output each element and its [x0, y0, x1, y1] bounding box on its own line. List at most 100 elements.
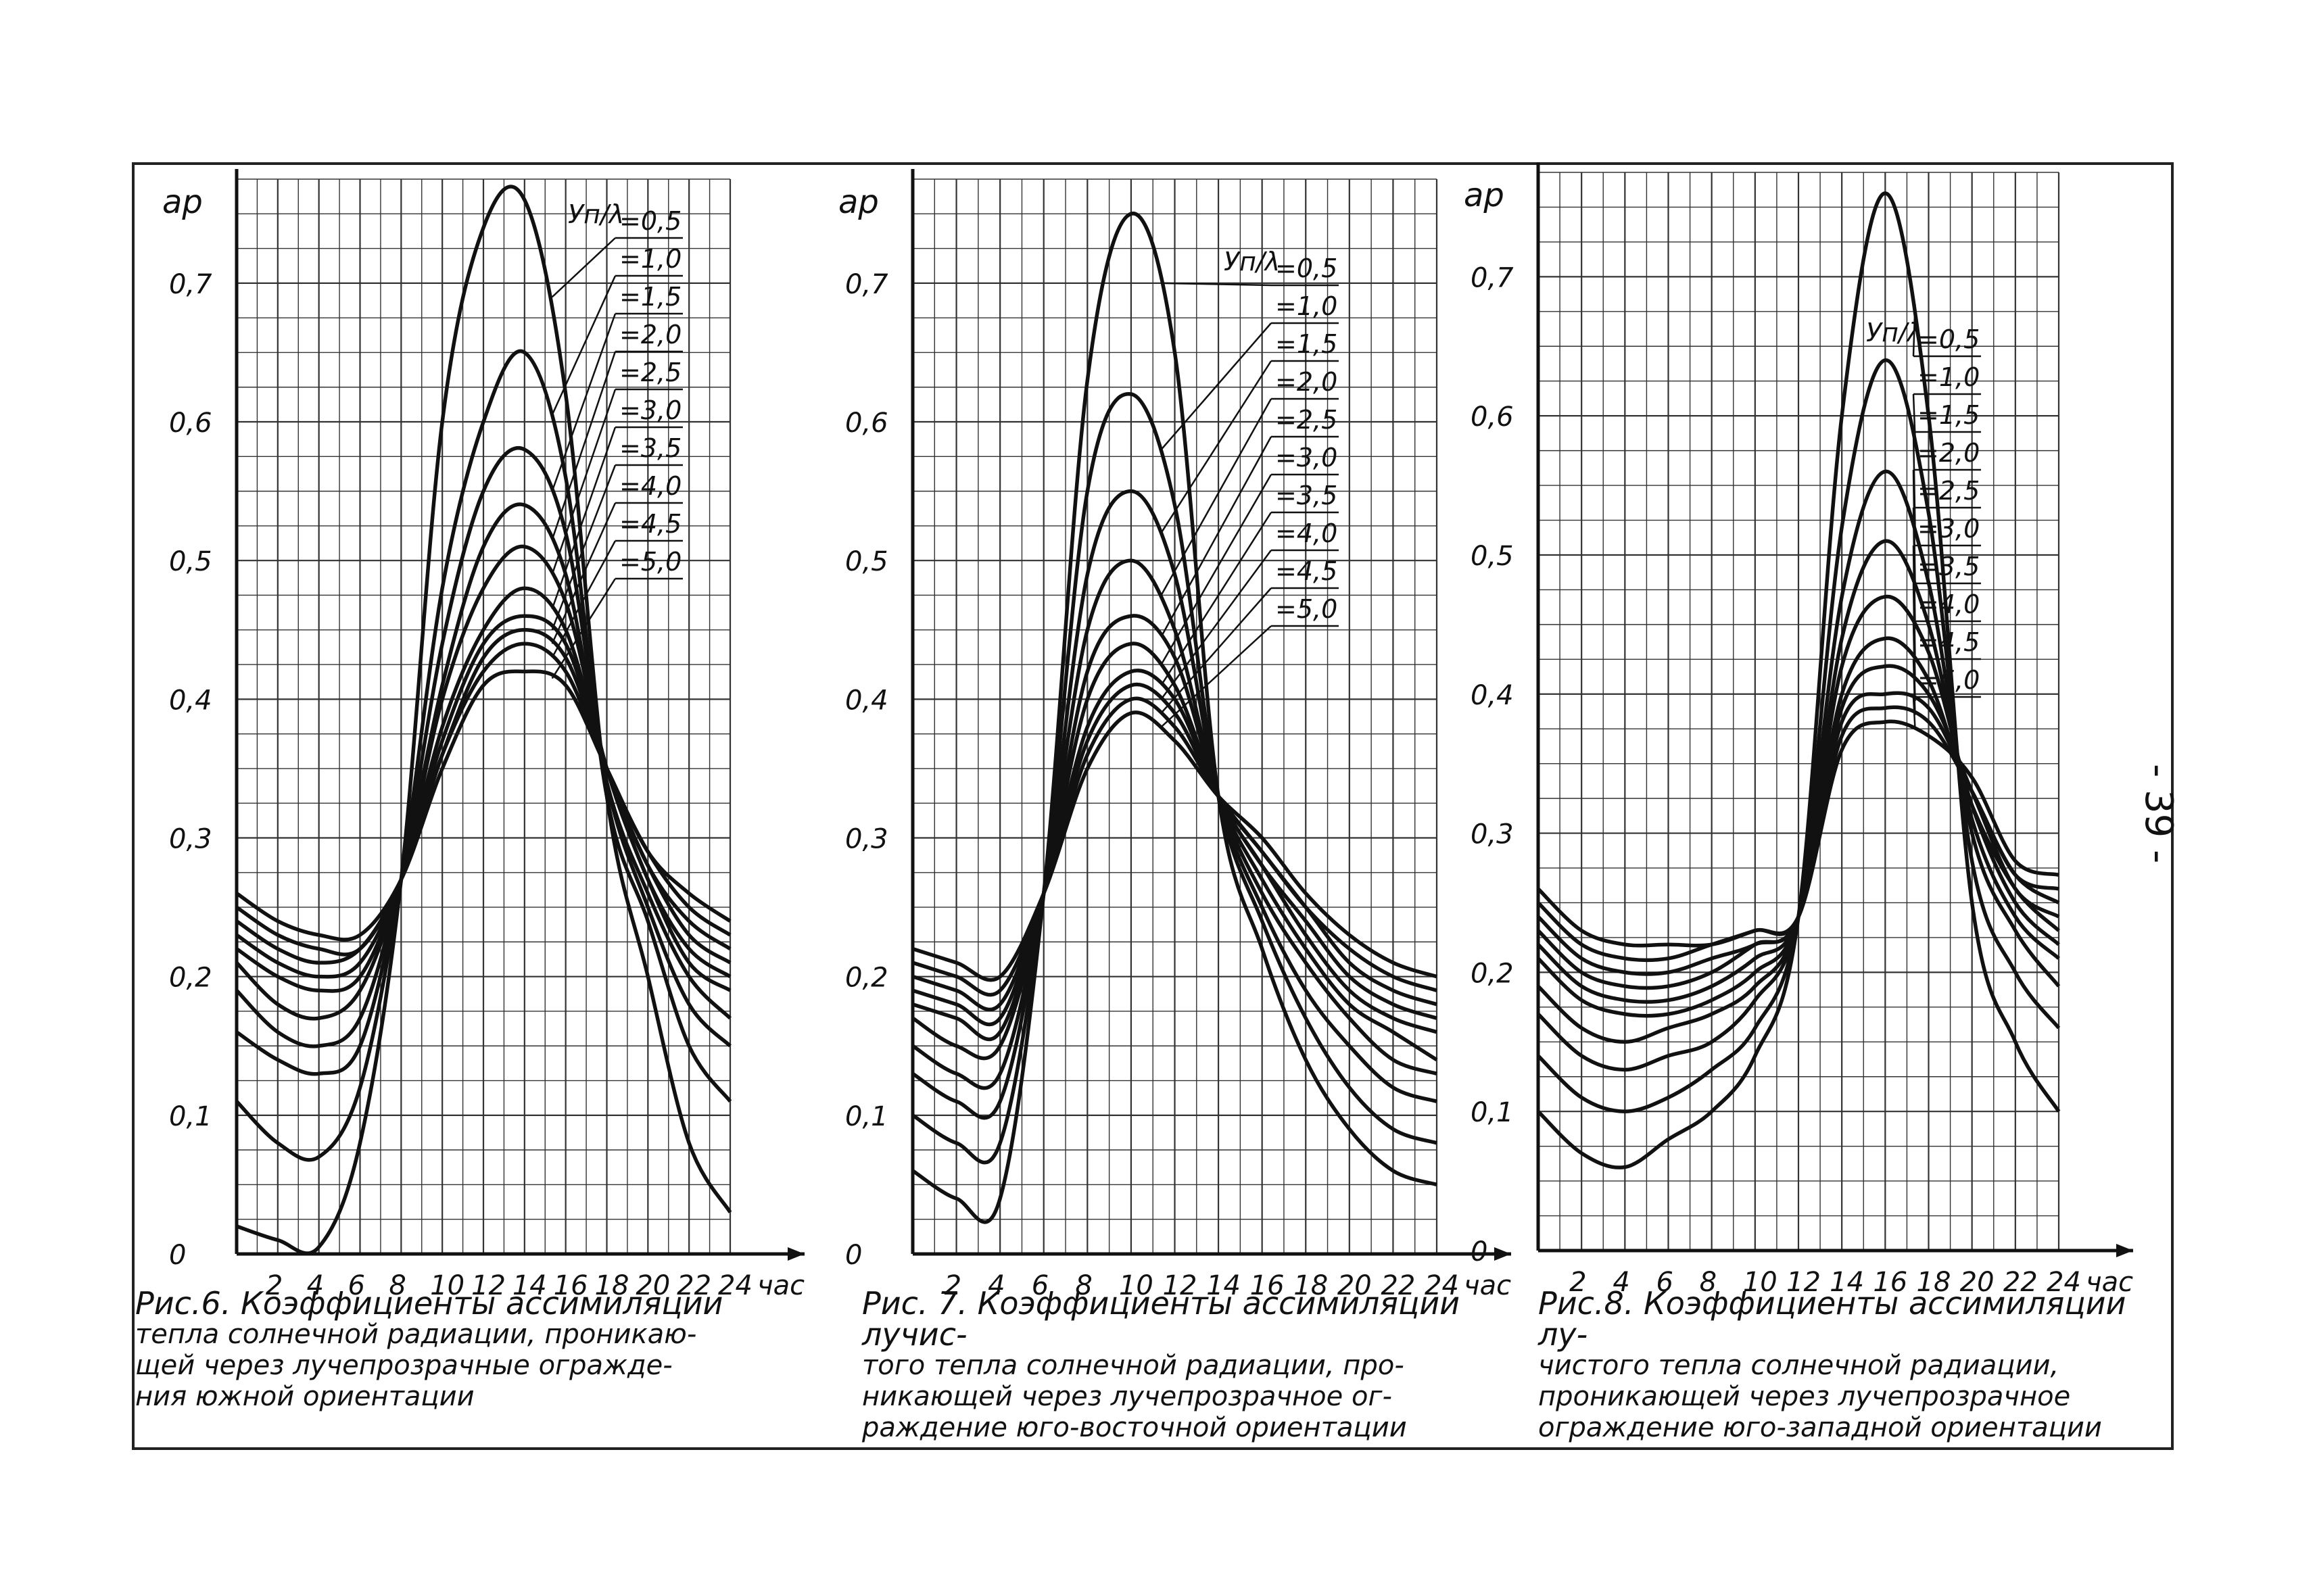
chart8-x-tick-label: 18 — [1917, 1267, 1951, 1298]
chart8-legend-label: =4,5 — [1917, 627, 1980, 657]
chart8-legend-label: =2,0 — [1917, 438, 1980, 468]
caption-fig8-line1: чистого тепла солнечной радиации, — [1538, 1350, 2059, 1381]
chart8-legend-label: =0,5 — [1917, 324, 1980, 354]
chart8-x-tick-label: 20 — [1960, 1267, 1995, 1298]
chart6-legend-label: =4,0 — [619, 471, 682, 501]
chart7-legend-label: =1,0 — [1275, 291, 1337, 321]
caption-fig6: Рис.6. Коэффициенты ассимиляции тепла со… — [135, 1288, 811, 1412]
caption-fig8: Рис.8. Коэффициенты ассимиляции лу- чист… — [1538, 1288, 2160, 1443]
chart8-legend-label: =2,5 — [1917, 476, 1980, 506]
chart6-legend-leader — [551, 502, 617, 644]
chart6-legend-leader — [551, 237, 616, 298]
chart8-legend-label: =3,5 — [1917, 552, 1980, 581]
chart7-legend-label: =4,5 — [1275, 556, 1337, 586]
chart7-legend-leader — [1160, 322, 1272, 450]
chart6-legend-label: =2,5 — [619, 358, 682, 387]
chart6-legend-label: =2,0 — [619, 320, 682, 349]
chart6-series-line — [235, 669, 732, 942]
chart8-legend-label: =3,0 — [1917, 514, 1980, 543]
chart8-x-tick-label: 6 — [1656, 1267, 1673, 1298]
chart7-x-tick-label: 2 — [945, 1270, 961, 1301]
chart7-legend-leader — [1160, 474, 1272, 665]
chart7-legend-leader — [1160, 512, 1272, 686]
caption-fig6-title: Рис.6. Коэффициенты ассимиляции — [135, 1285, 723, 1322]
chart6-y-tick-label: 0,2 — [169, 963, 212, 994]
chart7-x-tick-label: 6 — [1032, 1270, 1049, 1301]
chart7-x-unit-label: час — [1464, 1270, 1511, 1301]
chart8-x-tick-label: 16 — [1873, 1267, 1907, 1298]
chart7-x-tick-label: 14 — [1206, 1270, 1241, 1301]
chart6-legend-leader — [551, 578, 617, 679]
chart6-y-axis-label: ар — [162, 183, 203, 221]
chart8-x-tick-label: 8 — [1700, 1267, 1717, 1298]
chart6-y-tick-label: 0,7 — [169, 269, 212, 300]
chart7-series-line — [912, 696, 1437, 997]
chart7-x-tick-label: 24 — [1425, 1270, 1459, 1301]
chart8-series-line — [1537, 539, 2060, 1044]
caption-fig8-line2: проникающей через лучепрозрачное — [1538, 1381, 2071, 1412]
chart6-series-line — [235, 446, 732, 1076]
chart7-y-tick-label: 0,2 — [845, 963, 888, 994]
chart6-series-line — [236, 185, 732, 1255]
caption-fig6-line3: ния южной ориентации — [135, 1381, 475, 1412]
chart6-legend-leader — [551, 313, 617, 492]
chart7-legend-label: =3,5 — [1275, 481, 1337, 510]
chart8-y-tick-label: 0 — [1471, 1236, 1487, 1267]
chart6-legend-leader — [551, 464, 617, 631]
chart8-legend-label: =5,0 — [1917, 665, 1980, 695]
chart7-x-tick-label: 8 — [1075, 1270, 1092, 1301]
chart6-legend-label: =3,0 — [619, 395, 682, 425]
chart8-y-tick-label: 0,7 — [1471, 262, 1514, 293]
chart7-legend-leader — [1160, 625, 1272, 728]
chart8-y-axis-label: ар — [1464, 176, 1504, 214]
chart6-series-line — [235, 628, 732, 965]
chart8-series-line — [1537, 719, 2059, 948]
chart7-x-tick-label: 20 — [1337, 1270, 1372, 1301]
chart6-x-tick-label: 18 — [595, 1270, 629, 1301]
chart8-y-tick-label: 0,1 — [1471, 1097, 1514, 1128]
chart6-x-tick-label: 20 — [636, 1270, 670, 1301]
chart7-legend-leader — [1160, 436, 1272, 637]
chart8-y-tick-label: 0,3 — [1471, 819, 1514, 850]
chart6-x-tick-label: 6 — [348, 1270, 365, 1301]
chart7-legend-leader — [1160, 398, 1272, 596]
chart7-series-line — [911, 614, 1438, 1062]
chart6-y-tick-label: 0,1 — [169, 1101, 212, 1132]
chart8-legend-leader — [1912, 393, 1916, 437]
chart6-x-tick-label: 2 — [266, 1270, 283, 1301]
chart7-series-line — [912, 669, 1437, 1027]
chart6-x-tick-label: 22 — [677, 1270, 711, 1301]
chart7-series-line — [911, 391, 1437, 1165]
chart6-series-line — [235, 349, 732, 1162]
chart6-series-line — [235, 586, 732, 993]
chart7-y-tick-label: 0,1 — [845, 1101, 888, 1132]
chart6-x-tick-label: 24 — [718, 1270, 753, 1301]
chart8-legend-label: =1,5 — [1917, 400, 1980, 430]
chart6-legend-leader — [551, 427, 617, 610]
chart6-y-tick-label: 0,6 — [169, 408, 212, 439]
chart7-x-tick-label: 12 — [1163, 1270, 1197, 1301]
chart8-legend-leader — [1912, 696, 1916, 729]
chart8-x-tick-label: 24 — [2047, 1267, 2081, 1298]
chart7-y-tick-label: 0,6 — [845, 408, 888, 439]
chart6-x-tick-label: 12 — [471, 1270, 506, 1301]
caption-fig8-title: Рис.8. Коэффициенты ассимиляции лу- — [1538, 1285, 2126, 1353]
chart6-y-tick-label: 0 — [169, 1240, 186, 1271]
chart8-x-tick-label: 4 — [1613, 1267, 1629, 1298]
chart8-y-tick-label: 0,6 — [1471, 402, 1514, 433]
chart7-x-tick-label: 22 — [1381, 1270, 1415, 1301]
chart8-y-tick-label: 0,4 — [1471, 680, 1514, 711]
chart7-legend-leader — [1161, 282, 1272, 287]
chart6-x-unit-label: час — [757, 1270, 805, 1301]
chart6-x-axis-arrow — [788, 1247, 805, 1261]
page-frame — [132, 162, 2174, 1450]
chart8-x-tick-label: 10 — [1743, 1267, 1777, 1298]
chart6-legend-label: =1,0 — [619, 244, 682, 274]
caption-fig7-line2: никающей через лучепрозрачное ог- — [862, 1381, 1392, 1412]
chart7-y-tick-label: 0,4 — [845, 685, 888, 716]
caption-fig7-line3: раждение юго-восточной ориентации — [862, 1412, 1407, 1443]
chart8-x-tick-label: 14 — [1830, 1267, 1864, 1298]
chart7-x-tick-label: 16 — [1250, 1270, 1285, 1301]
chart6-legend-label: =0,5 — [619, 206, 682, 236]
chart8-y-tick-label: 0,2 — [1471, 958, 1514, 989]
